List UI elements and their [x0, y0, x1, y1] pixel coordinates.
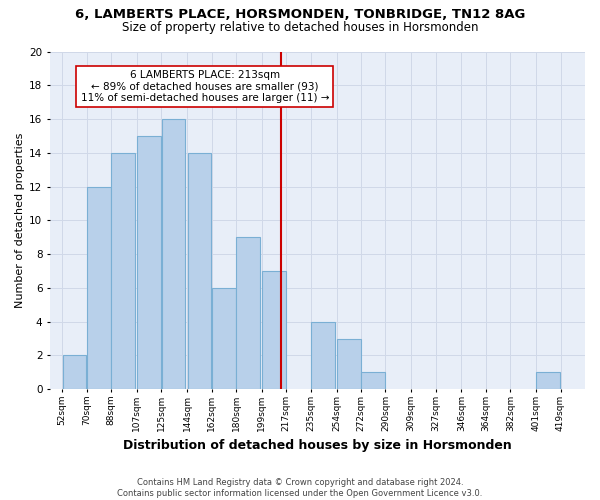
Bar: [337, 338, 361, 389]
Bar: [311, 322, 335, 389]
Bar: [536, 372, 560, 389]
Bar: [62, 356, 86, 389]
Bar: [361, 372, 385, 389]
X-axis label: Distribution of detached houses by size in Horsmonden: Distribution of detached houses by size …: [123, 440, 512, 452]
Bar: [262, 271, 286, 389]
Text: Contains HM Land Registry data © Crown copyright and database right 2024.
Contai: Contains HM Land Registry data © Crown c…: [118, 478, 482, 498]
Bar: [212, 288, 236, 389]
Text: 6 LAMBERTS PLACE: 213sqm
← 89% of detached houses are smaller (93)
11% of semi-d: 6 LAMBERTS PLACE: 213sqm ← 89% of detach…: [80, 70, 329, 103]
Bar: [87, 186, 111, 389]
Bar: [112, 153, 135, 389]
Bar: [162, 119, 185, 389]
Bar: [137, 136, 161, 389]
Y-axis label: Number of detached properties: Number of detached properties: [15, 132, 25, 308]
Bar: [236, 238, 260, 389]
Bar: [188, 153, 211, 389]
Text: 6, LAMBERTS PLACE, HORSMONDEN, TONBRIDGE, TN12 8AG: 6, LAMBERTS PLACE, HORSMONDEN, TONBRIDGE…: [75, 8, 525, 20]
Text: Size of property relative to detached houses in Horsmonden: Size of property relative to detached ho…: [122, 22, 478, 35]
